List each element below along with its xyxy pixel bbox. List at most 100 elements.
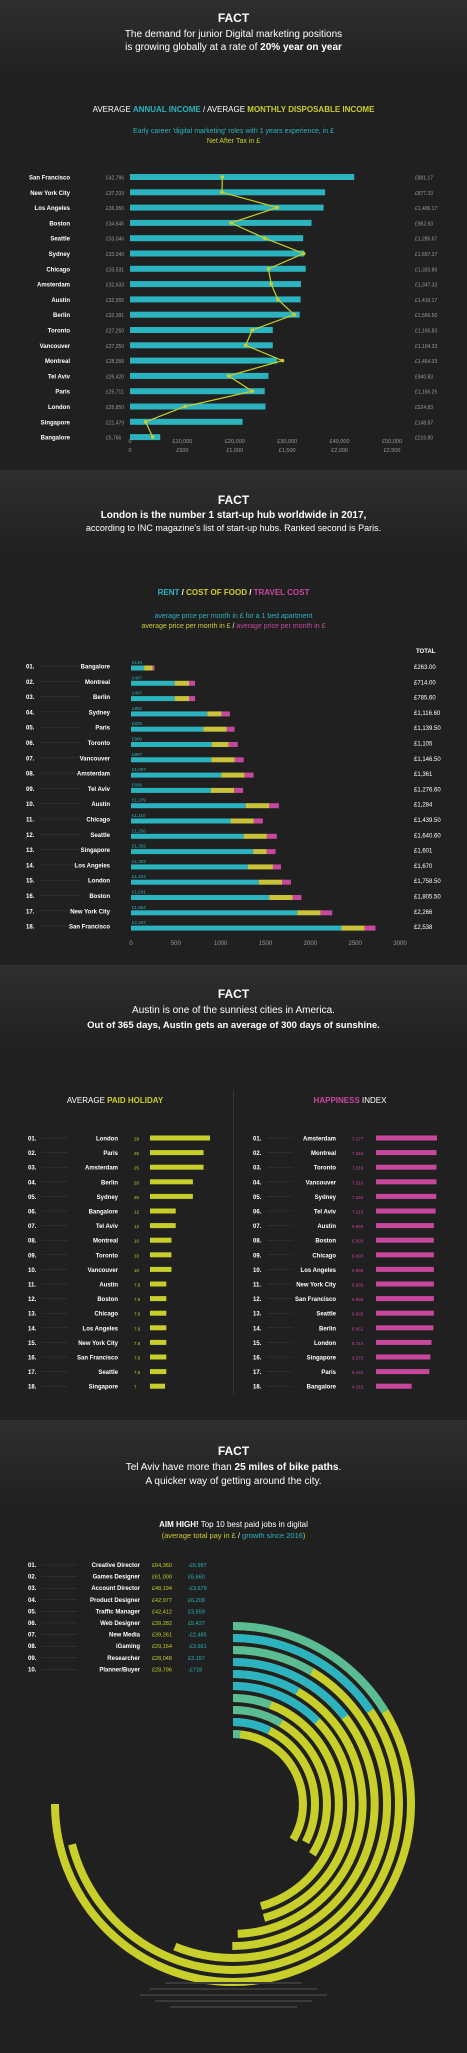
cost-rent-label: £1,007: [132, 767, 146, 772]
cost-bar-travel-cost: [245, 773, 254, 778]
income-annual-label: £21,479: [106, 420, 124, 426]
cost-city-label: Toronto: [88, 741, 111, 747]
holiday-rank: 15.: [28, 1341, 37, 1347]
income-annual-bar: [130, 404, 265, 410]
cost-bar-cost-of-food: [175, 696, 189, 701]
happiness-value-label: 6.993: [352, 1312, 364, 1317]
cost-rank: 01.: [26, 665, 35, 671]
cost-rank: 12.: [26, 833, 35, 839]
cost-total-value: £2,266: [414, 910, 433, 916]
income-disposable-label: £1,406.17: [415, 206, 437, 212]
cost-total-value: £1,276.60: [414, 787, 441, 793]
cost-bar-cost-of-food: [211, 757, 234, 762]
holiday-rank: 12.: [28, 1297, 37, 1303]
jobs-rank: 07.: [28, 1633, 37, 1639]
income-annual-label: £33,046: [106, 237, 124, 243]
holiday-value-label: 25: [134, 1151, 140, 1156]
cost-rent-label: £1,256: [132, 828, 146, 833]
cost-rent-label: £487: [132, 675, 143, 680]
income-annual-bar: [130, 205, 324, 211]
cost-city-label: Seattle: [90, 833, 110, 839]
holiday-bar: [150, 1369, 166, 1374]
income-annual-bar: [130, 281, 301, 287]
holiday-value-label: 25: [134, 1166, 140, 1171]
happiness-value-label: 6.993: [352, 1224, 364, 1229]
happiness-value-label: 7.213: [352, 1210, 364, 1215]
jobs-role-label: Planner/Buyer: [99, 1667, 140, 1673]
holiday-rank: 18.: [28, 1385, 37, 1391]
cost-bar-rent: [131, 926, 341, 931]
happiness-rank: 13.: [253, 1312, 262, 1318]
cost-bar-travel-cost: [234, 788, 243, 793]
holiday-rank: 05.: [28, 1195, 37, 1201]
jobs-growth-label: -£6,997: [188, 1563, 207, 1569]
cost-bar-rent: [131, 711, 207, 716]
income-disposable-point: [292, 313, 296, 317]
income-annual-label: £33,531: [106, 267, 124, 273]
fact4-line1: Tel Aviv have more than 25 miles of bike…: [126, 1462, 341, 1473]
income-city-label: New York City: [30, 191, 70, 197]
holiday-value-label: 10: [134, 1253, 140, 1258]
cost-bar-travel-cost: [321, 910, 333, 915]
cost-subtitle-2: average price per month in £ / average p…: [141, 623, 325, 630]
happiness-value-label: 6.993: [352, 1253, 364, 1258]
cost-bar-cost-of-food: [248, 864, 273, 869]
holiday-bar: [150, 1194, 193, 1199]
holiday-value-label: 7.6: [134, 1312, 141, 1317]
cost-rent-label: £850: [132, 706, 143, 711]
holiday-city-label: Tel Aviv: [96, 1224, 119, 1230]
cost-total-value: £1,439.50: [414, 818, 441, 824]
cost-total-value: £1,601: [414, 849, 433, 855]
holiday-rank: 04.: [28, 1180, 37, 1186]
cost-bar-travel-cost: [292, 895, 301, 900]
jobs-title: AIM HIGH! Top 10 best paid jobs in digit…: [159, 1520, 308, 1529]
cost-bar-travel-cost: [269, 803, 279, 808]
cost-bar-travel-cost: [365, 926, 376, 931]
cost-bar-cost-of-food: [211, 788, 234, 793]
cost-bar-travel-cost: [267, 849, 276, 854]
happiness-city-label: New York City: [296, 1283, 336, 1289]
cost-bar-rent: [131, 696, 175, 701]
happiness-bar: [376, 1136, 437, 1141]
jobs-role-label: Traffic Manager: [96, 1609, 141, 1615]
cost-bar-rent: [131, 742, 212, 747]
jobs-growth-label: -£2,485: [188, 1633, 207, 1639]
cost-rent-label: £1,362: [132, 844, 146, 849]
holiday-bar: [150, 1136, 210, 1141]
income-city-label: Austin: [51, 298, 70, 304]
cost-bar-rent: [131, 910, 297, 915]
holiday-city-label: Austin: [99, 1283, 118, 1289]
income-city-label: Berlin: [53, 313, 70, 319]
happiness-rank: 04.: [253, 1180, 262, 1186]
happiness-city-label: Toronto: [314, 1166, 337, 1172]
jobs-growth-label: £5,427: [188, 1621, 205, 1627]
income-city-label: Boston: [49, 221, 70, 227]
income-disposable-label: £1,454.33: [415, 359, 437, 365]
income-city-label: Los Angeles: [35, 206, 71, 212]
cost-bar-travel-cost: [153, 666, 155, 671]
income-disposable-label: £1,347.33: [415, 283, 437, 289]
cost-rank: 10.: [26, 802, 35, 808]
fact1-heading: FACT: [218, 11, 250, 25]
jobs-role-label: iGaming: [116, 1644, 140, 1650]
income-annual-bar: [130, 358, 277, 364]
holiday-title: AVERAGE PAID HOLIDAY: [67, 1096, 164, 1105]
cost-bar-cost-of-food: [341, 926, 364, 931]
happiness-value-label: 6.572: [352, 1356, 364, 1361]
income-disposable-label: £1,320.80: [415, 267, 437, 273]
jobs-rank: 08.: [28, 1644, 37, 1650]
income-disposable-point: [144, 420, 148, 424]
happiness-bar: [376, 1165, 436, 1170]
jobs-pay-label: £39,261: [152, 1633, 172, 1639]
holiday-value-label: 10: [134, 1268, 140, 1273]
income-city-label: Vancouver: [40, 344, 71, 350]
jobs-pay-label: £28,796: [152, 1667, 172, 1673]
cost-rent-label: £900: [132, 737, 143, 742]
income-disposable-point: [276, 298, 280, 302]
income-city-label: Sydney: [49, 252, 71, 258]
holiday-rank: 07.: [28, 1224, 37, 1230]
income-city-label: San Francisco: [29, 176, 70, 182]
happiness-city-label: San Francisco: [295, 1297, 336, 1303]
cost-axis-tick: 500: [171, 941, 182, 947]
happiness-rank: 01.: [253, 1137, 262, 1143]
